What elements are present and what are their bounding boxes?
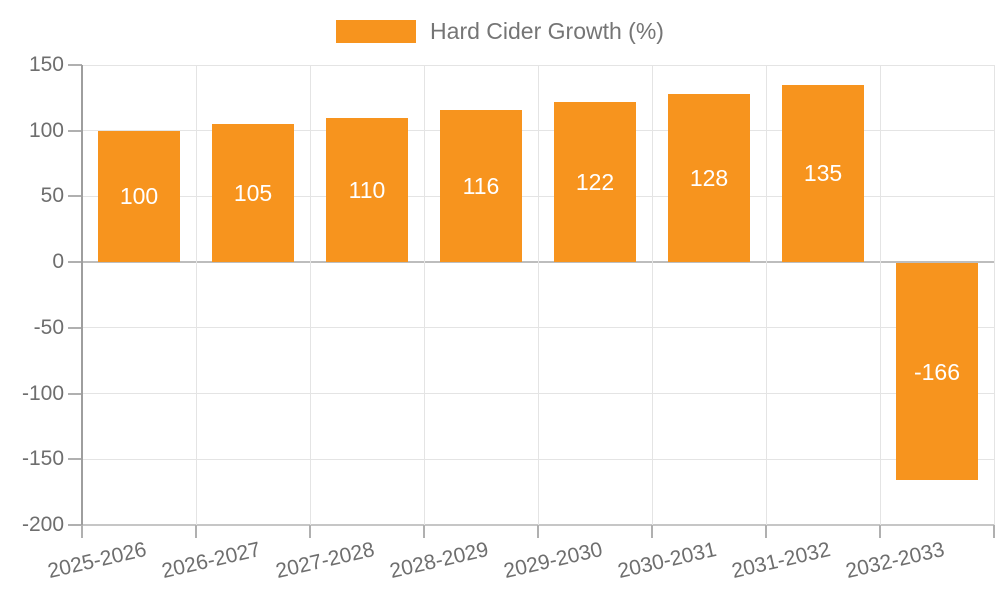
- x-axis-category-label: 2027-2028: [273, 538, 377, 584]
- y-axis-tick: [68, 524, 82, 526]
- y-axis-tick-label: -150: [21, 447, 64, 471]
- bar-value-label: 116: [462, 172, 500, 199]
- bar: [782, 84, 864, 263]
- bar-value-label: 105: [233, 180, 273, 207]
- bar-value-label: 122: [575, 168, 615, 195]
- y-axis-tick: [68, 195, 82, 198]
- x-axis-category-label: 2028-2029: [387, 538, 491, 584]
- bar: [668, 93, 750, 263]
- gridline-vertical: [993, 65, 995, 525]
- x-axis-tick: [309, 525, 311, 538]
- bar: [326, 117, 408, 263]
- bar: [896, 263, 978, 481]
- x-axis-category-label: 2031-2032: [729, 538, 833, 584]
- y-axis-tick-label: 50: [40, 184, 64, 208]
- x-axis-tick: [537, 525, 539, 538]
- bar-value-label: -166: [913, 358, 961, 385]
- bar-value-label: 128: [689, 165, 729, 192]
- legend-label: Hard Cider Growth (%): [430, 17, 664, 44]
- y-axis-tick-label: 100: [28, 118, 64, 142]
- gridline-vertical: [879, 65, 881, 525]
- y-axis-tick: [68, 392, 82, 395]
- gridline-vertical: [651, 65, 653, 525]
- bar: [554, 101, 636, 263]
- y-axis-tick: [68, 261, 82, 264]
- gridline-vertical: [309, 65, 311, 525]
- x-axis-category-label: 2026-2027: [159, 538, 263, 584]
- y-axis-tick-label: 0: [52, 250, 64, 274]
- x-axis-category-label: 2029-2030: [501, 538, 605, 584]
- bar: [98, 130, 180, 263]
- bar: [440, 109, 522, 263]
- x-axis-tick: [879, 525, 881, 538]
- gridline-vertical: [81, 65, 83, 525]
- y-axis-tick-label: -50: [33, 315, 64, 339]
- x-axis-category-label: 2032-2033: [843, 538, 947, 584]
- x-axis-tick: [993, 525, 995, 538]
- gridline-vertical: [195, 65, 197, 525]
- gridline-vertical: [423, 65, 425, 525]
- y-axis-tick: [68, 458, 82, 461]
- x-axis-tick: [765, 525, 767, 538]
- x-axis-category-label: 2025-2026: [45, 538, 149, 584]
- plot-area: 150 100 50 0 -50 -100 -150 -200 100 105 110 116 122 1…: [22, 53, 995, 583]
- y-axis-tick-label: -200: [21, 513, 64, 536]
- y-axis-tick: [68, 326, 82, 329]
- bar-value-label: 110: [348, 176, 386, 203]
- bar: [212, 124, 294, 263]
- x-axis-category-label: 2030-2031: [615, 538, 719, 584]
- gridline-vertical: [765, 65, 767, 525]
- x-axis-tick: [423, 525, 425, 538]
- y-axis-tick-label: 150: [28, 53, 64, 76]
- y-axis-tick: [68, 129, 82, 132]
- legend-swatch: [336, 19, 417, 43]
- y-axis-tick: [68, 64, 82, 66]
- gridline-vertical: [537, 65, 539, 525]
- legend: Hard Cider Growth (%): [0, 14, 1000, 48]
- x-axis-tick: [195, 525, 197, 538]
- bar-value-label: 135: [803, 160, 843, 187]
- x-axis-tick: [81, 525, 83, 538]
- x-axis-tick: [651, 525, 653, 538]
- bar-value-label: 100: [119, 183, 159, 210]
- y-axis-tick-label: -100: [21, 381, 64, 405]
